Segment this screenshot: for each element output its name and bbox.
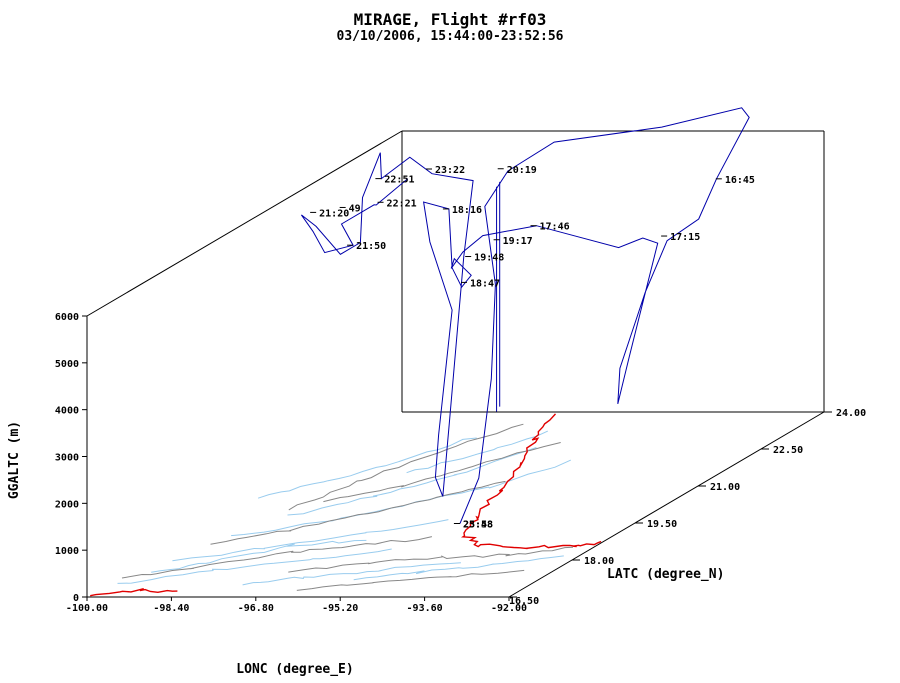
flight-track-line [300, 107, 750, 524]
time-label: 21:20 [319, 208, 349, 219]
y-tick-label: 21.00 [710, 482, 740, 493]
time-label: 18:47 [470, 278, 500, 289]
time-label: 16:45 [725, 175, 755, 186]
z-tick-label: 5000 [55, 359, 79, 370]
x-tick-label: -96.80 [238, 603, 274, 614]
state-border-line [288, 423, 524, 511]
plot-box [86, 130, 825, 598]
z-tick-label: 0 [73, 593, 79, 604]
time-label: 17:46 [540, 222, 570, 233]
time-label: 21:50 [356, 241, 386, 252]
time-label: 20:19 [507, 165, 537, 176]
time-label: 25:48 [463, 520, 493, 531]
river-line [151, 539, 367, 573]
river-line [231, 459, 572, 537]
z-tick-label: 1000 [55, 546, 79, 557]
time-labels: 16:45 17:15 17:46 18:16 18:47 19:17 19:48 20:19… [310, 165, 755, 531]
state-border-line [296, 569, 525, 591]
x-tick-label: -98.40 [153, 603, 189, 614]
time-label: 23:22 [435, 165, 465, 176]
map-layer [90, 413, 602, 597]
gulf-coastline [460, 413, 602, 550]
time-label: 22:51 [384, 175, 414, 186]
y-axis-line [508, 411, 825, 598]
river-line [257, 437, 477, 499]
time-label: 49 [349, 203, 361, 214]
state-border-line [210, 480, 506, 545]
river-line [117, 548, 392, 584]
river-line [242, 562, 461, 586]
z-tick-label: 4000 [55, 406, 79, 417]
time-label: 19:17 [503, 236, 533, 247]
x-tick-label: -95.20 [322, 603, 358, 614]
y-tick-label: 24.00 [836, 408, 866, 419]
x-tick-label: -92.00 [491, 603, 527, 614]
back-top-left-edge [86, 130, 403, 317]
state-border-line [121, 536, 433, 579]
z-tick-label: 6000 [55, 312, 79, 323]
y-tick-label: 22.50 [773, 445, 803, 456]
y-tick-label: 16.50 [509, 596, 539, 607]
river-line [353, 555, 564, 581]
x-tick-label: -93.60 [407, 603, 443, 614]
time-label: 18:16 [452, 205, 482, 216]
river-line [172, 519, 449, 562]
x-tick-label: -100.00 [66, 603, 108, 614]
time-label: 22:21 [387, 198, 417, 209]
y-tick-label: 18.00 [584, 556, 614, 567]
z-axis-label: GGALTC (m) [7, 421, 22, 499]
chart-subtitle: 03/10/2006, 15:44:00-23:52:56 [336, 29, 564, 44]
state-border-line [323, 442, 561, 503]
x-axis-label: LONC (degree_E) [236, 662, 353, 677]
pacific-coastline [90, 588, 178, 597]
river-line [287, 447, 537, 516]
axis-ticks: -100.00 -98.40 -96.80 -95.20 -93.60 -92.0016.… [55, 312, 866, 614]
y-axis-label: LATC (degree_N) [607, 567, 724, 582]
state-border-line [288, 546, 574, 573]
z-tick-label: 3000 [55, 453, 79, 464]
y-tick-label: 19.50 [647, 519, 677, 530]
chart-title: MIRAGE, Flight #rf03 [353, 10, 547, 29]
river-line [406, 430, 549, 474]
time-label: 23:58 [463, 520, 493, 531]
z-tick-label: 2000 [55, 499, 79, 510]
time-label: 17:15 [670, 232, 700, 243]
flight-track [300, 107, 750, 524]
time-label: 19:48 [474, 253, 504, 264]
